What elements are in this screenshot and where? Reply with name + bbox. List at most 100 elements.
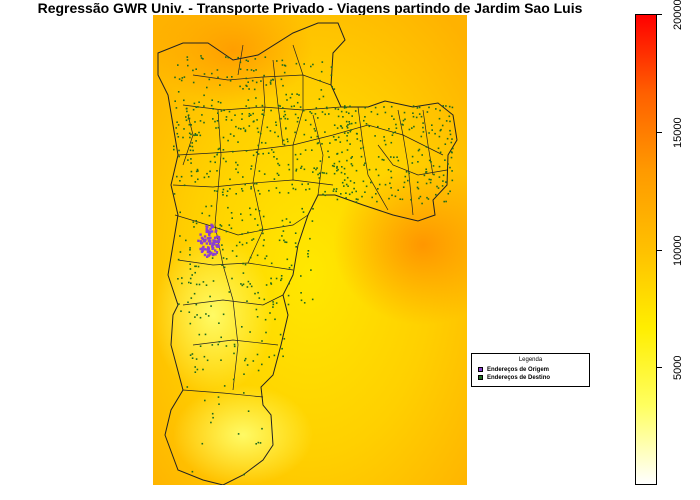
destination-point xyxy=(269,81,272,84)
destination-point xyxy=(248,115,250,117)
destination-point xyxy=(198,101,200,103)
destination-point xyxy=(283,71,286,74)
destination-point xyxy=(189,268,192,270)
destination-point xyxy=(390,170,392,173)
destination-point xyxy=(247,99,250,101)
destination-point xyxy=(448,115,451,118)
destination-point xyxy=(225,160,227,163)
destination-point xyxy=(177,91,180,93)
destination-point xyxy=(209,250,211,253)
destination-point xyxy=(238,241,241,244)
destination-point xyxy=(258,297,261,299)
destination-point xyxy=(345,192,347,194)
destination-point xyxy=(375,193,377,195)
origin-point xyxy=(208,242,212,245)
destination-point xyxy=(449,129,451,132)
destination-point xyxy=(192,221,195,223)
destination-point xyxy=(318,98,321,100)
destination-point xyxy=(213,190,216,192)
destination-point xyxy=(235,125,237,128)
destination-point xyxy=(346,139,348,142)
destination-point xyxy=(244,129,247,131)
destination-point xyxy=(285,218,288,220)
destination-point xyxy=(262,244,265,247)
destination-point xyxy=(345,106,348,109)
destination-point xyxy=(346,127,349,129)
destination-point xyxy=(448,105,451,108)
destination-point xyxy=(340,171,343,174)
destination-point xyxy=(256,127,259,130)
destination-point xyxy=(449,190,451,193)
destination-point xyxy=(242,88,244,90)
destination-point xyxy=(384,111,387,114)
origin-point xyxy=(207,248,210,252)
destination-point xyxy=(288,168,291,171)
origin-point xyxy=(211,245,214,248)
destination-point xyxy=(263,298,266,301)
legend-swatch-destination xyxy=(478,375,483,380)
destination-point xyxy=(216,69,219,71)
destination-point xyxy=(225,56,227,58)
destination-point xyxy=(391,134,394,136)
destination-point xyxy=(245,105,247,107)
destination-point xyxy=(332,136,335,138)
destination-point xyxy=(411,127,413,129)
destination-point xyxy=(430,178,432,181)
destination-point xyxy=(402,186,405,188)
destination-point xyxy=(395,123,397,126)
destination-point xyxy=(175,127,177,129)
origin-point xyxy=(200,242,204,245)
destination-point xyxy=(299,106,302,108)
destination-point xyxy=(235,193,237,195)
destination-point xyxy=(291,183,293,186)
destination-point xyxy=(241,188,243,190)
destination-point xyxy=(232,378,235,381)
destination-point xyxy=(393,118,395,120)
destination-point xyxy=(235,244,238,247)
destination-point xyxy=(403,181,406,184)
destination-point xyxy=(328,113,330,115)
destination-point xyxy=(354,110,357,112)
destination-point xyxy=(257,153,260,155)
destination-point xyxy=(329,142,331,144)
district-boundaries xyxy=(172,44,448,398)
destination-point xyxy=(237,433,240,435)
destination-point xyxy=(377,188,379,190)
destination-point xyxy=(218,147,221,150)
destination-point xyxy=(228,291,231,293)
destination-point xyxy=(287,303,290,306)
destination-point xyxy=(381,158,384,161)
destination-point xyxy=(351,156,353,158)
destination-point xyxy=(313,128,316,130)
destination-point xyxy=(313,167,315,169)
destination-point xyxy=(337,168,339,171)
destination-point xyxy=(361,195,363,198)
destination-point xyxy=(344,105,346,107)
destination-point xyxy=(227,56,230,59)
destination-point xyxy=(245,242,248,244)
destination-point xyxy=(206,172,208,175)
destination-point xyxy=(340,193,342,195)
destination-point xyxy=(209,170,211,173)
destination-point xyxy=(198,283,201,286)
destination-point xyxy=(357,198,359,201)
destination-point xyxy=(272,151,275,153)
destination-point xyxy=(187,301,189,304)
destination-point xyxy=(339,125,342,127)
destination-point xyxy=(328,156,330,158)
destination-point xyxy=(355,190,357,193)
destination-point xyxy=(364,162,366,165)
destination-point xyxy=(179,235,181,237)
destination-point xyxy=(449,120,451,123)
destination-point xyxy=(394,131,397,133)
destination-point xyxy=(376,113,379,116)
destination-point xyxy=(249,283,251,285)
surface-low-west xyxy=(153,235,273,395)
destination-point xyxy=(310,65,312,68)
destination-point xyxy=(241,233,243,235)
destination-point xyxy=(194,316,196,318)
destination-point xyxy=(337,108,340,111)
colorbar-tick xyxy=(657,131,662,133)
destination-point xyxy=(422,126,424,129)
destination-point xyxy=(294,188,297,191)
